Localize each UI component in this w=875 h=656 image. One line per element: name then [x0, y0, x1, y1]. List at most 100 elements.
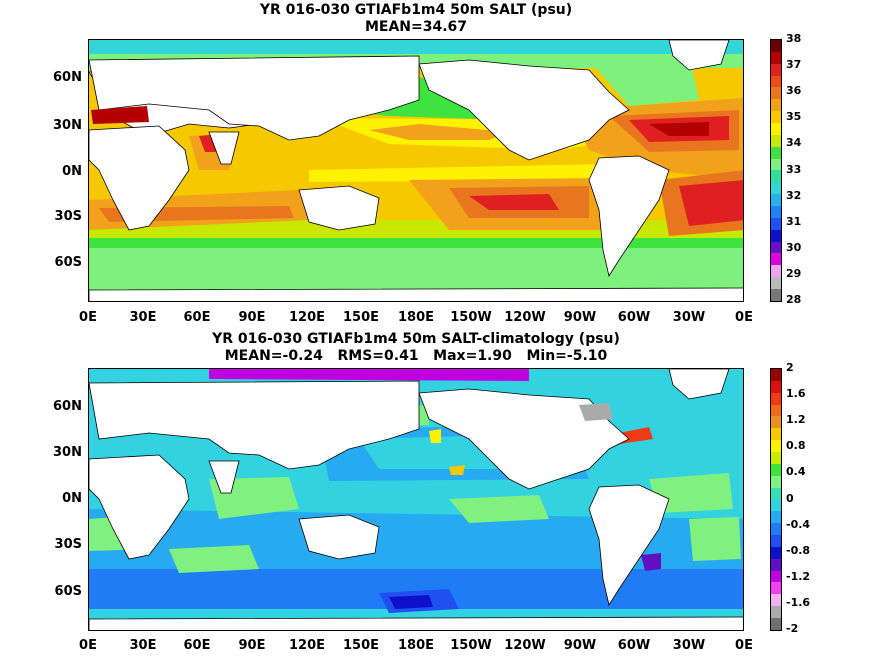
colorbar-swatch	[771, 51, 781, 64]
colorbar-swatch	[771, 194, 781, 207]
panel2-lon-60e: 60E	[183, 638, 211, 653]
colorbar-swatch	[771, 87, 781, 100]
colorbar-swatch	[771, 75, 781, 88]
colorbar-tick-label: 32	[786, 188, 802, 202]
colorbar-tick-label: -0.4	[786, 517, 811, 531]
panel2-lon-90e: 90E	[238, 638, 266, 653]
colorbar-swatch	[771, 217, 781, 230]
colorbar-swatch	[771, 594, 781, 607]
colorbar-tick-label: 30	[786, 240, 802, 254]
colorbar-swatch	[771, 463, 781, 476]
panel1-lon-90e: 90E	[238, 310, 266, 325]
colorbar-swatch	[771, 111, 781, 124]
colorbar-swatch	[771, 123, 781, 135]
panel1-lat-0n: 0N	[62, 164, 82, 179]
colorbar-tick-label: 36	[786, 84, 802, 98]
colorbar-swatch	[771, 40, 781, 52]
panel1-lon-30w: 30W	[672, 310, 706, 325]
panel1-lon-150w: 150W	[450, 310, 492, 325]
colorbar-swatch	[771, 404, 781, 417]
colorbar-tick-label: 33	[786, 162, 802, 176]
panel1-colorbar	[770, 39, 782, 302]
panel2-lon-150w: 150W	[450, 638, 492, 653]
colorbar-tick-label: -1.2	[786, 569, 811, 583]
colorbar-swatch	[771, 618, 781, 630]
panel2-title-line2: MEAN=-0.24 RMS=0.41 Max=1.90 Min=-5.10	[224, 348, 608, 364]
panel1-lon-60e: 60E	[183, 310, 211, 325]
colorbar-tick-label: 0.4	[786, 465, 806, 479]
colorbar-swatch	[771, 253, 781, 266]
panel1-title-line1: YR 016-030 GTIAFb1m4 50m SALT (psu)	[259, 2, 573, 18]
panel1-lon-90w: 90W	[563, 310, 597, 325]
colorbar-swatch	[771, 582, 781, 595]
panel2-colorbar	[770, 368, 782, 631]
panel2-lon-120w: 120W	[504, 638, 546, 653]
colorbar-swatch	[771, 170, 781, 183]
colorbar-swatch	[771, 487, 781, 500]
colorbar-tick-label: 35	[786, 110, 802, 124]
colorbar-tick-label: -0.8	[786, 543, 811, 557]
panel1-lon-120w: 120W	[504, 310, 546, 325]
colorbar-swatch	[771, 158, 781, 171]
colorbar-swatch	[771, 63, 781, 76]
panel1-lon-180e: 180E	[397, 310, 435, 325]
colorbar-swatch	[771, 241, 781, 254]
panel2-lon-120e: 120E	[288, 638, 326, 653]
panel2-lon-90w: 90W	[563, 638, 597, 653]
colorbar-tick-label: 29	[786, 266, 802, 280]
colorbar-tick-label: 37	[786, 58, 802, 72]
colorbar-swatch	[771, 416, 781, 429]
colorbar-tick-label: 0	[786, 491, 794, 505]
colorbar-tick-label: 28	[786, 293, 802, 306]
colorbar-swatch	[771, 277, 781, 290]
panel2-title-line1: YR 016-030 GTIAFb1m4 50m SALT-climatolog…	[212, 331, 620, 347]
colorbar-swatch	[771, 440, 781, 453]
panel2-lon-150e: 150E	[342, 638, 380, 653]
colorbar-swatch	[771, 146, 781, 159]
panel2-lon-30w: 30W	[672, 638, 706, 653]
colorbar-swatch	[771, 511, 781, 524]
panel2-lat-60n: 60N	[53, 399, 82, 414]
panel1-lon-150e: 150E	[342, 310, 380, 325]
panel1-lon-30e: 30E	[129, 310, 157, 325]
panel2-lon-180e: 180E	[397, 638, 435, 653]
panel1-lat-60n: 60N	[53, 70, 82, 85]
colorbar-swatch	[771, 369, 781, 381]
colorbar-tick-label: 1.6	[786, 387, 806, 401]
colorbar-swatch	[771, 546, 781, 559]
colorbar-swatch	[771, 570, 781, 583]
colorbar-swatch	[771, 182, 781, 195]
colorbar-swatch	[771, 428, 781, 441]
colorbar-swatch	[771, 535, 781, 547]
panel1-salinity-map	[88, 39, 744, 302]
panel2-lon-0e-end: 0E	[735, 638, 753, 653]
panel2-lon-0e: 0E	[79, 638, 97, 653]
colorbar-swatch	[771, 392, 781, 405]
panel2-lat-30s: 30S	[54, 537, 82, 552]
colorbar-tick-label: 1.2	[786, 413, 806, 427]
colorbar-swatch	[771, 380, 781, 393]
panel1-lon-60w: 60W	[617, 310, 651, 325]
colorbar-swatch	[771, 289, 781, 301]
panel2-lon-60w: 60W	[617, 638, 651, 653]
colorbar-swatch	[771, 265, 781, 278]
panel1-lon-0e-end: 0E	[735, 310, 753, 325]
colorbar-swatch	[771, 606, 781, 619]
panel1-lon-120e: 120E	[288, 310, 326, 325]
panel1-lat-30n: 30N	[53, 118, 82, 133]
colorbar-swatch	[771, 206, 781, 218]
colorbar-swatch	[771, 134, 781, 147]
panel2-lat-60s: 60S	[54, 584, 82, 599]
panel2-lat-30n: 30N	[53, 445, 82, 460]
colorbar-swatch	[771, 523, 781, 536]
panel1-lat-30s: 30S	[54, 209, 82, 224]
colorbar-tick-label: -1.6	[786, 595, 811, 609]
colorbar-tick-label: 34	[786, 136, 802, 150]
colorbar-swatch	[771, 475, 781, 488]
colorbar-tick-label: 31	[786, 214, 802, 228]
panel1-lat-60s: 60S	[54, 255, 82, 270]
colorbar-tick-label: -2	[786, 622, 799, 635]
panel1-title-line2: MEAN=34.67	[364, 19, 468, 35]
colorbar-swatch	[771, 229, 781, 242]
colorbar-tick-label: 38	[786, 32, 802, 45]
